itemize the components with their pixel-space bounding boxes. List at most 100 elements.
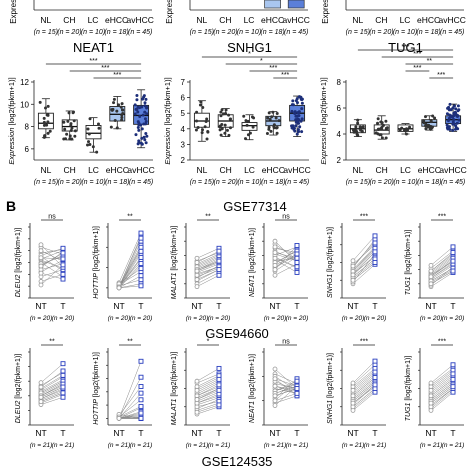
nt-point (194, 409, 200, 415)
x-n-label: (n = 45) (440, 29, 464, 36)
data-point (269, 129, 273, 133)
pair-line (40, 248, 64, 256)
t-point (138, 277, 144, 283)
data-point (95, 150, 99, 154)
pair-line (118, 263, 142, 289)
data-point (452, 104, 456, 108)
pair-line (430, 377, 454, 395)
data-point (145, 134, 149, 138)
x-category-label: NT (347, 301, 358, 311)
data-point (68, 134, 72, 138)
pair-line (274, 381, 298, 401)
t-point (372, 358, 378, 364)
nt-point (272, 238, 278, 244)
t-point (216, 267, 222, 273)
pair-line (430, 263, 454, 279)
x-category-label: eHCC (418, 165, 441, 175)
pair-line (352, 375, 376, 395)
pair-line (196, 406, 220, 415)
data-point (117, 103, 121, 107)
x-n-label: (n = 21) (108, 442, 131, 449)
pair-line (352, 381, 376, 400)
x-n-label: (n = 20) (130, 315, 153, 322)
data-point (376, 117, 380, 121)
pair-line (430, 270, 454, 285)
y-axis-gene-name: HOTTIP (93, 273, 100, 299)
y-axis-gene-name: TUG1 (405, 403, 412, 422)
y-axis-gene-name: SNHG1 (327, 400, 334, 424)
data-point (145, 112, 149, 116)
x-category-label: NT (113, 301, 124, 311)
data-point (356, 118, 360, 122)
nt-point (38, 282, 44, 288)
x-category-label: T (216, 301, 221, 311)
t-point (138, 358, 144, 364)
panel-a-box-plots: NEAT1 6 8 10 12 Expression [log2(fpkm+1)] NL (n… (7, 40, 467, 186)
t-point (450, 258, 456, 264)
data-point (457, 108, 461, 112)
x-n-label: (n = 15) (34, 29, 58, 36)
y-axis-unit: [log2(fpkm+1)] (319, 77, 328, 125)
pair-line (274, 395, 298, 404)
t-point (294, 251, 300, 257)
data-point (137, 123, 141, 127)
data-point (451, 128, 455, 132)
data-point (385, 126, 389, 130)
pair-line (430, 258, 454, 276)
top-box-panel-3: Expression NL (n = 15) CH (n = 20) LC (n = 10)… (321, 0, 466, 36)
nt-point (38, 248, 44, 254)
x-category-label: LC (244, 165, 255, 175)
paired-panel-gse77314-tug1: TUG1 [log2(fpkm+1)] *** NT T (n = 20) (n = 20… (405, 214, 464, 323)
paired-panel-gse94660-tug1: TUG1 [log2(fpkm+1)] *** NT T (n = 21) (n = 21… (405, 339, 464, 450)
t-point (60, 245, 66, 251)
y-axis-label: DLEU2 [log2(fpkm+1)] (15, 228, 22, 298)
data-point (143, 110, 147, 114)
data-point (300, 107, 304, 111)
data-point (426, 125, 430, 129)
pair-line (352, 377, 376, 396)
data-point (270, 115, 274, 119)
y-axis-label: Expression [log2(fpkm+1)] (7, 77, 16, 164)
data-point (445, 112, 449, 116)
y-axis-label: NEAT1 [log2(fpkm+1)] (249, 228, 256, 297)
data-point (451, 120, 455, 124)
data-point (297, 130, 301, 134)
t-point (60, 372, 66, 378)
sig-label: * (248, 51, 251, 58)
dataset-title-3: GSE124535 (202, 454, 273, 469)
data-point (42, 120, 46, 124)
data-point (195, 119, 199, 123)
pair-line (274, 385, 298, 394)
y-axis-gene-name: Expression (7, 125, 16, 164)
x-category-label: NT (269, 301, 280, 311)
pair-line (430, 388, 454, 407)
data-point (109, 125, 113, 129)
data-point (45, 123, 49, 127)
pair-line (40, 379, 64, 392)
t-point (450, 376, 456, 382)
sig-label: ** (127, 339, 133, 346)
x-n-label: (n = 21) (420, 442, 443, 449)
t-point (138, 266, 144, 272)
nt-point (428, 393, 434, 399)
pair-line (352, 360, 376, 384)
data-point (194, 128, 198, 132)
data-point (142, 135, 146, 139)
sig-label: *** (413, 51, 421, 58)
nt-point (38, 242, 44, 248)
t-point (138, 235, 144, 241)
pair-line (40, 397, 64, 405)
box-cropped (264, 0, 281, 9)
pair-line (196, 388, 220, 400)
nt-point (428, 268, 434, 274)
data-point (424, 124, 428, 128)
data-point (225, 128, 229, 132)
data-point (380, 136, 384, 140)
x-n-label: (n = 45) (285, 179, 309, 186)
pair-line (430, 379, 454, 397)
data-point (452, 118, 456, 122)
y-tick-label: 6 (25, 145, 30, 154)
nt-point (350, 393, 356, 399)
pair-line (40, 382, 64, 395)
dataset-title-1: GSE77314 (223, 199, 287, 214)
